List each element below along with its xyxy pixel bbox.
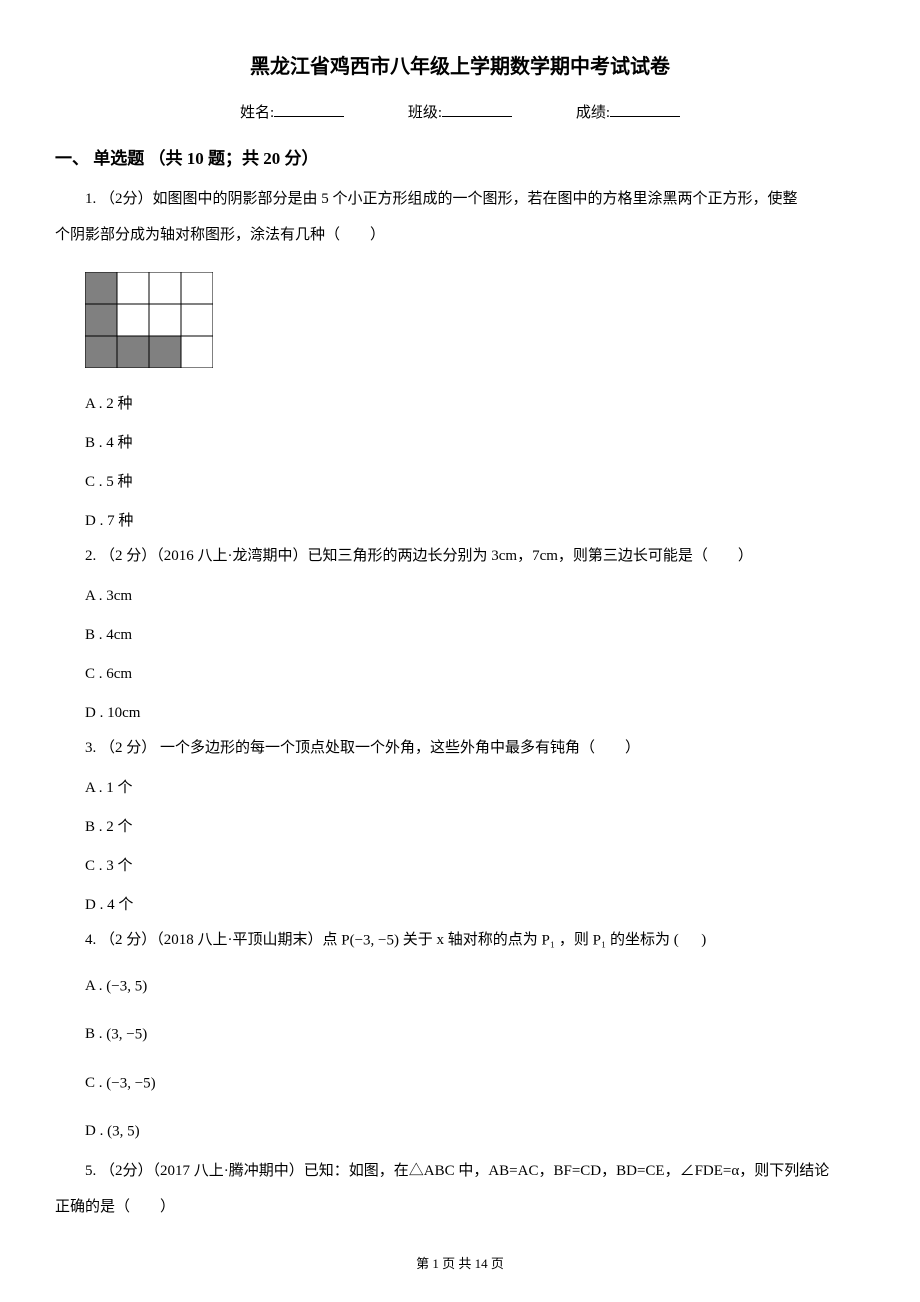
q4-opt-a-label: A . (85, 978, 106, 994)
q4-opt-b-label: B . (85, 1026, 106, 1042)
q4-option-a: A . (−3, 5) (55, 962, 865, 1011)
q4-stem-p3: ，则 (555, 932, 593, 948)
q4-option-c: C . (−3, −5) (55, 1059, 865, 1108)
score-label: 成绩: (576, 101, 610, 122)
q3-option-d: D . 4 个 (55, 886, 865, 925)
q4-paren-open: ( (674, 932, 679, 948)
q4-stem: 4. （2 分）（2018 八上·平顶山期末）点 P(−3, −5) 关于 x … (55, 925, 865, 956)
q4-math-p1b: P₁ (593, 933, 607, 949)
q4-math-p: P(−3, −5) (341, 933, 399, 949)
info-row: 姓名: 班级: 成绩: (55, 101, 865, 122)
q4-opt-c-expr: (−3, −5) (106, 1075, 155, 1091)
q3-stem: 3. （2 分） 一个多边形的每一个顶点处取一个外角，这些外角中最多有钝角（ ） (55, 733, 865, 763)
q4-opt-d-label: D . (85, 1123, 107, 1139)
q1-option-d: D . 7 种 (55, 502, 865, 541)
q4-opt-a-expr: (−3, 5) (106, 978, 147, 994)
section-header: 一、 单选题 （共 10 题；共 20 分） (55, 144, 865, 169)
q3-option-c: C . 3 个 (55, 847, 865, 886)
class-label: 班级: (408, 101, 442, 122)
q4-option-b: B . (3, −5) (55, 1010, 865, 1059)
score-blank (610, 116, 680, 117)
q2-option-c: C . 6cm (55, 655, 865, 694)
q1-stem-line1: 1. （2分）如图图中的阴影部分是由 5 个小正方形组成的一个图形，若在图中的方… (55, 184, 865, 214)
q2-option-d: D . 10cm (55, 694, 865, 733)
q1-stem-line2: 个阴影部分成为轴对称图形，涂法有几种（ ） (55, 220, 865, 250)
q5-stem-line2: 正确的是（ ） (55, 1192, 865, 1222)
q4-stem-p2: 关于 x 轴对称的点为 (399, 932, 542, 948)
q2-option-a: A . 3cm (55, 577, 865, 616)
q4-stem-p1: 4. （2 分）（2018 八上·平顶山期末）点 (85, 932, 341, 948)
q3-option-b: B . 2 个 (55, 808, 865, 847)
name-blank (274, 116, 344, 117)
q3-option-a: A . 1 个 (55, 769, 865, 808)
q4-option-d: D . (3, 5) (55, 1107, 865, 1156)
page-footer: 第 1 页 共 14 页 (0, 1253, 920, 1272)
exam-title: 黑龙江省鸡西市八年级上学期数学期中考试试卷 (55, 50, 865, 79)
q4-opt-d-expr: (3, 5) (107, 1124, 140, 1140)
q2-option-b: B . 4cm (55, 616, 865, 655)
q4-math-p1: P₁ (542, 933, 556, 949)
q5-stem-line1: 5. （2分）（2017 八上·腾冲期中）已知：如图，在△ABC 中，AB=AC… (55, 1156, 865, 1186)
name-label: 姓名: (240, 101, 274, 122)
q4-opt-c-label: C . (85, 1075, 106, 1091)
q4-paren-close: ) (701, 932, 706, 948)
q1-option-c: C . 5 种 (55, 463, 865, 502)
class-blank (442, 116, 512, 117)
q1-grid-figure (85, 272, 213, 368)
q1-option-b: B . 4 种 (55, 424, 865, 463)
q2-stem: 2. （2 分）（2016 八上·龙湾期中）已知三角形的两边长分别为 3cm，7… (55, 541, 865, 571)
q4-stem-p4: 的坐标为 (606, 932, 674, 948)
q1-option-a: A . 2 种 (55, 385, 865, 424)
q4-opt-b-expr: (3, −5) (106, 1027, 147, 1043)
